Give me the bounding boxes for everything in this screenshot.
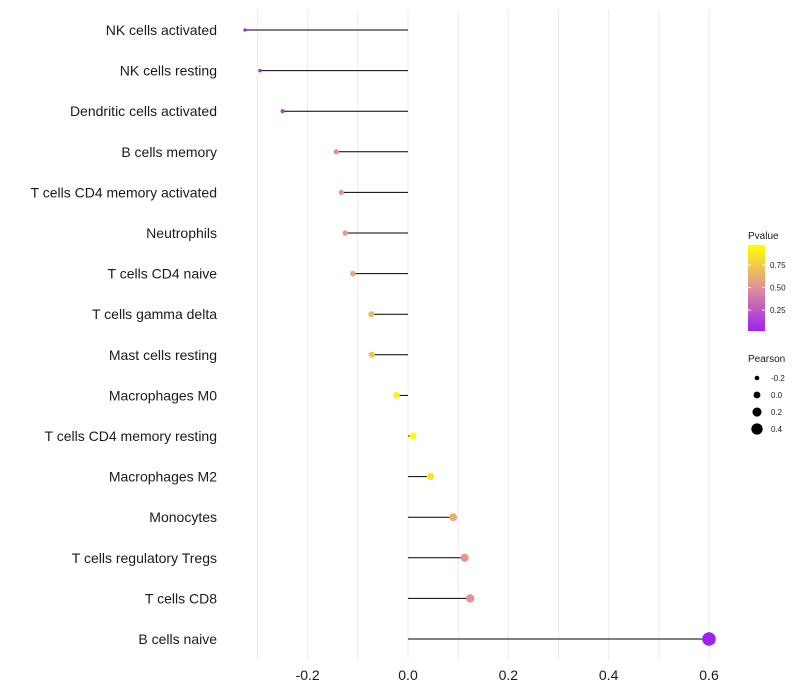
lollipop-point	[702, 632, 716, 646]
lollipop-point	[350, 270, 356, 277]
pvalue-legend-label: 0.75	[770, 261, 786, 270]
pvalue-legend-label: 0.25	[770, 306, 786, 315]
pearson-legend-point	[752, 407, 762, 417]
lollipop-point	[333, 149, 339, 155]
grid-lines	[257, 10, 710, 660]
category-label: Monocytes	[149, 509, 217, 525]
category-label: B cells memory	[121, 144, 217, 160]
pearson-legend-point	[751, 423, 763, 435]
lollipop-point	[426, 472, 435, 481]
category-label: NK cells activated	[106, 22, 217, 38]
pearson-legend-point	[754, 375, 760, 381]
lollipop-point	[368, 351, 375, 358]
category-label: Mast cells resting	[109, 347, 217, 363]
x-tick-label: 0.6	[699, 667, 719, 683]
category-label: T cells regulatory Tregs	[72, 550, 217, 566]
pearson-legend-label: 0.4	[771, 425, 783, 434]
lollipop-point	[243, 28, 247, 32]
pearson-legend-label: 0.0	[771, 391, 783, 400]
pvalue-colorbar	[748, 245, 765, 331]
category-label: Dendritic cells activated	[70, 103, 217, 119]
category-label: T cells CD4 memory activated	[31, 184, 217, 200]
category-label: T cells CD8	[145, 590, 217, 606]
pearson-legend-label: -0.2	[771, 374, 785, 383]
category-label: T cells CD4 naive	[108, 266, 218, 282]
pearson-legend-label: 0.2	[771, 408, 783, 417]
pearson-legend-title: Pearson	[748, 354, 785, 365]
category-label: Macrophages M2	[109, 469, 217, 485]
x-tick-label: 0.0	[398, 667, 418, 683]
x-tick-label: 0.2	[499, 667, 519, 683]
category-label: T cells gamma delta	[92, 306, 217, 322]
lollipop-point	[338, 189, 344, 196]
category-label: Macrophages M0	[109, 387, 217, 403]
lollipop-point	[393, 392, 400, 399]
lollipop-point	[409, 432, 417, 440]
pvalue-legend-title: Pvalue	[748, 231, 779, 242]
x-tick-label: -0.2	[296, 667, 320, 683]
category-label: NK cells resting	[120, 63, 217, 79]
category-label: T cells CD4 memory resting	[45, 428, 217, 444]
pvalue-legend-label: 0.50	[770, 284, 786, 293]
category-label: Neutrophils	[146, 225, 217, 241]
category-label: B cells naive	[138, 631, 217, 647]
lollipop-point	[449, 513, 458, 522]
lollipop-point	[280, 109, 285, 114]
lollipop-point	[460, 553, 469, 562]
lollipop-point	[258, 68, 262, 73]
lollipop-point	[466, 594, 475, 603]
lollipop-point	[342, 230, 349, 236]
lollipop-point	[368, 311, 375, 318]
x-tick-label: 0.4	[599, 667, 619, 683]
pearson-legend-point	[753, 391, 761, 399]
